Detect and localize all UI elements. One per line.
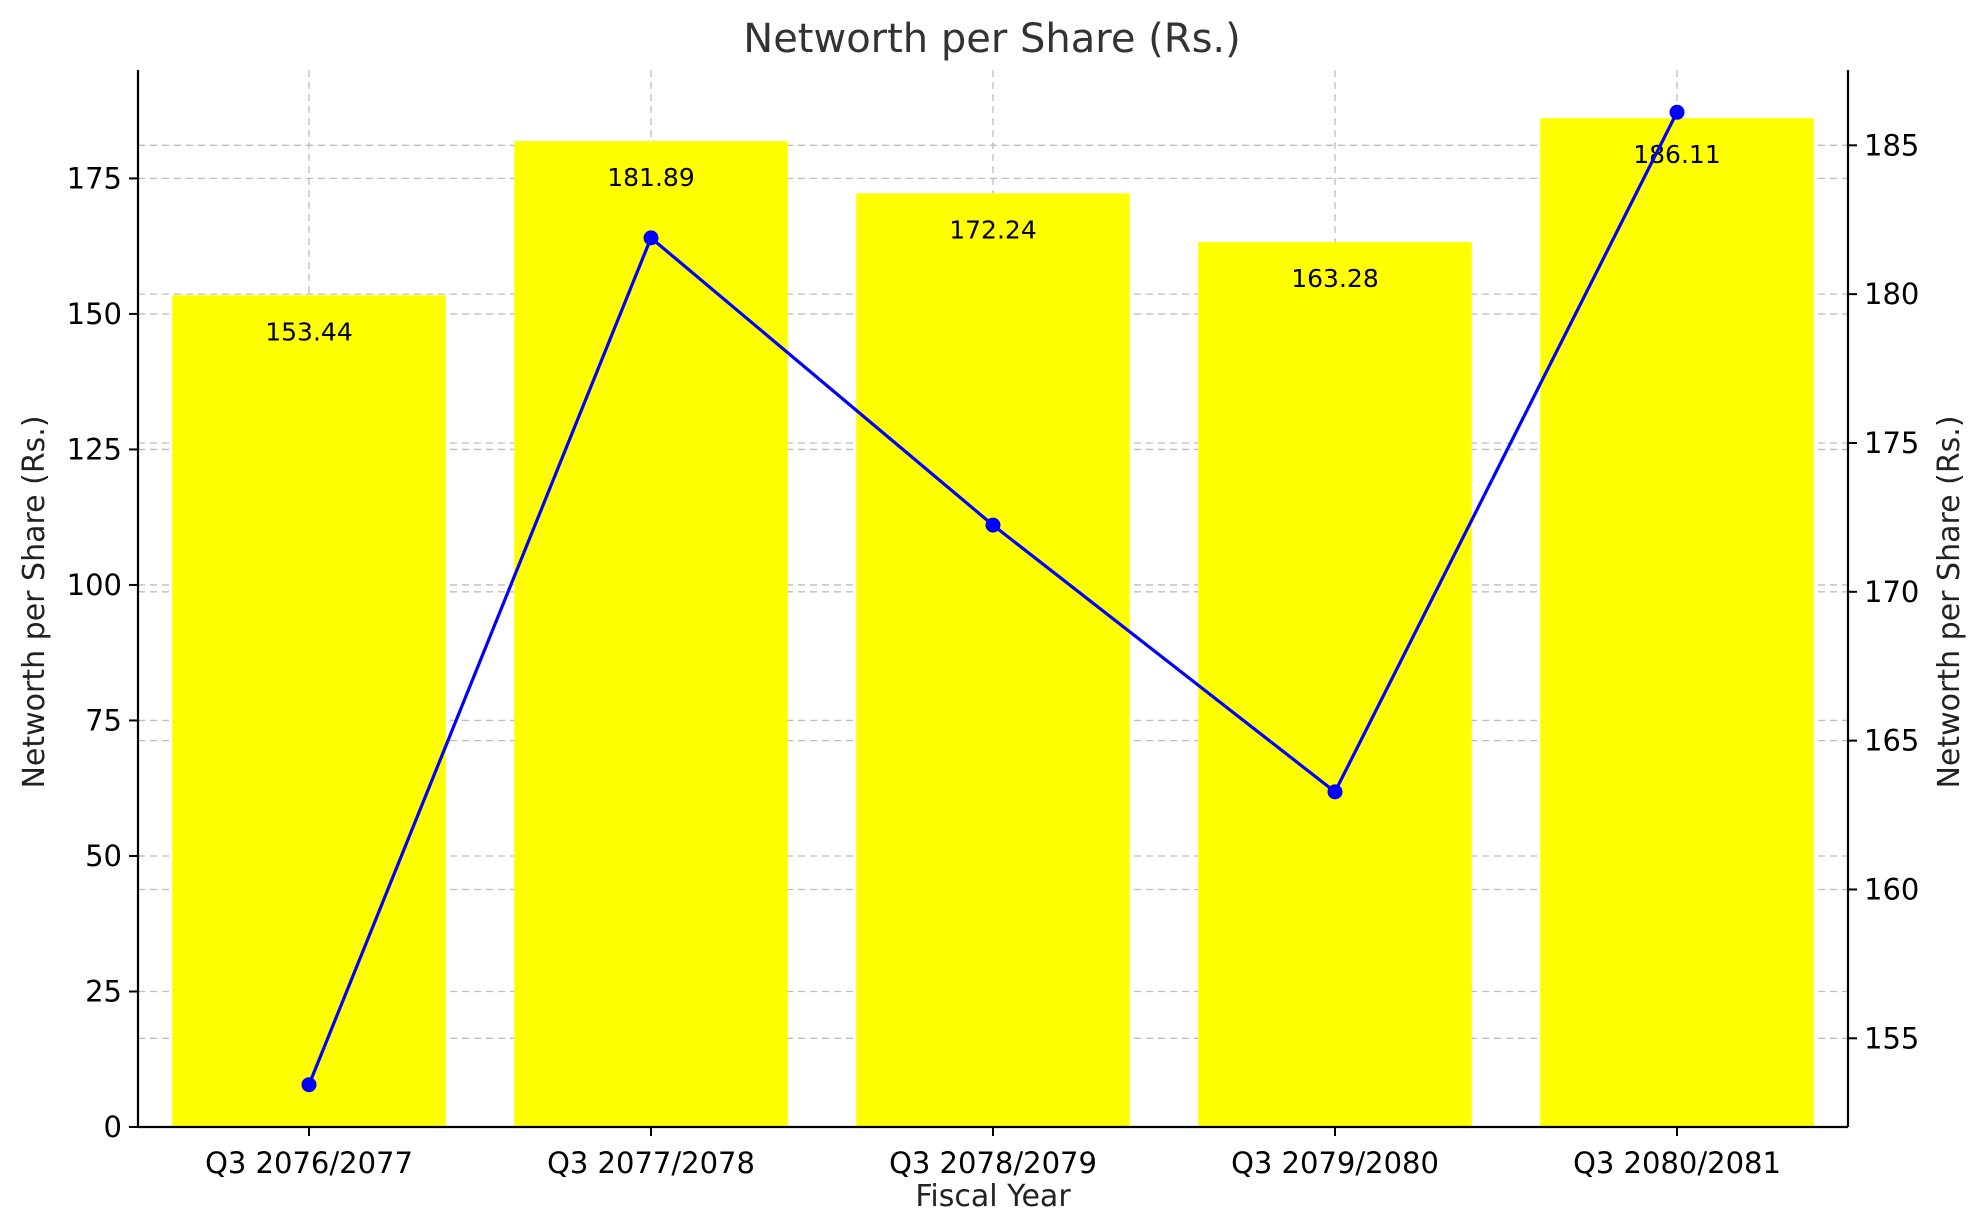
left-tick-label: 150 (67, 297, 122, 331)
right-tick-label: 185 (1864, 128, 1919, 162)
right-tick-label: 175 (1864, 426, 1919, 460)
y2-axis-label: Networth per Share (Rs.) (1932, 415, 1967, 788)
line-point (1669, 104, 1685, 120)
right-tick-label: 165 (1864, 724, 1919, 758)
left-axis-ticks: 0 25 50 75 100 125 150 175 (67, 161, 138, 1144)
left-tick-label: 50 (85, 839, 122, 873)
bar-data-label: 172.24 (949, 215, 1036, 244)
bar-data-label: 181.89 (607, 163, 694, 192)
bar-series (172, 118, 1814, 1128)
right-axis-ticks: 155 160 165 170 175 180 185 (1848, 128, 1919, 1055)
x-tick-label: Q3 2076/2077 (205, 1146, 413, 1180)
x-tick-label: Q3 2078/2079 (889, 1146, 1097, 1180)
bar (1540, 118, 1814, 1128)
line-point (643, 230, 659, 246)
right-tick-label: 180 (1864, 277, 1919, 311)
bar-data-labels: 153.44 181.89 172.24 163.28 186.11 (265, 140, 1720, 346)
right-tick-label: 155 (1864, 1021, 1919, 1055)
bar-data-label: 153.44 (265, 317, 352, 346)
line-point (985, 517, 1001, 533)
right-tick-label: 160 (1864, 872, 1919, 906)
bar-data-label: 163.28 (1291, 264, 1378, 293)
bar (856, 193, 1130, 1128)
left-tick-label: 0 (104, 1110, 122, 1144)
x-axis-label: Fiscal Year (915, 1179, 1071, 1214)
x-tick-label: Q3 2077/2078 (547, 1146, 755, 1180)
left-tick-label: 175 (67, 161, 122, 195)
x-axis-ticks: Q3 2076/2077 Q3 2077/2078 Q3 2078/2079 Q3 2… (205, 1127, 1781, 1180)
x-tick-label: Q3 2080/2081 (1573, 1146, 1781, 1180)
y-axis-label: Networth per Share (Rs.) (17, 415, 52, 788)
line-series (301, 104, 1685, 1093)
bar (1198, 241, 1472, 1127)
bar (172, 295, 446, 1128)
left-tick-label: 75 (85, 703, 122, 737)
line-point (301, 1077, 317, 1093)
line-point (1327, 784, 1343, 800)
left-tick-label: 100 (67, 568, 122, 602)
left-tick-label: 125 (67, 432, 122, 466)
bar (514, 141, 788, 1127)
chart-title: Networth per Share (Rs.) (743, 16, 1240, 62)
left-tick-label: 25 (85, 974, 122, 1008)
right-tick-label: 170 (1864, 575, 1919, 609)
bar-data-label: 186.11 (1633, 140, 1720, 169)
x-tick-label: Q3 2079/2080 (1231, 1146, 1439, 1180)
